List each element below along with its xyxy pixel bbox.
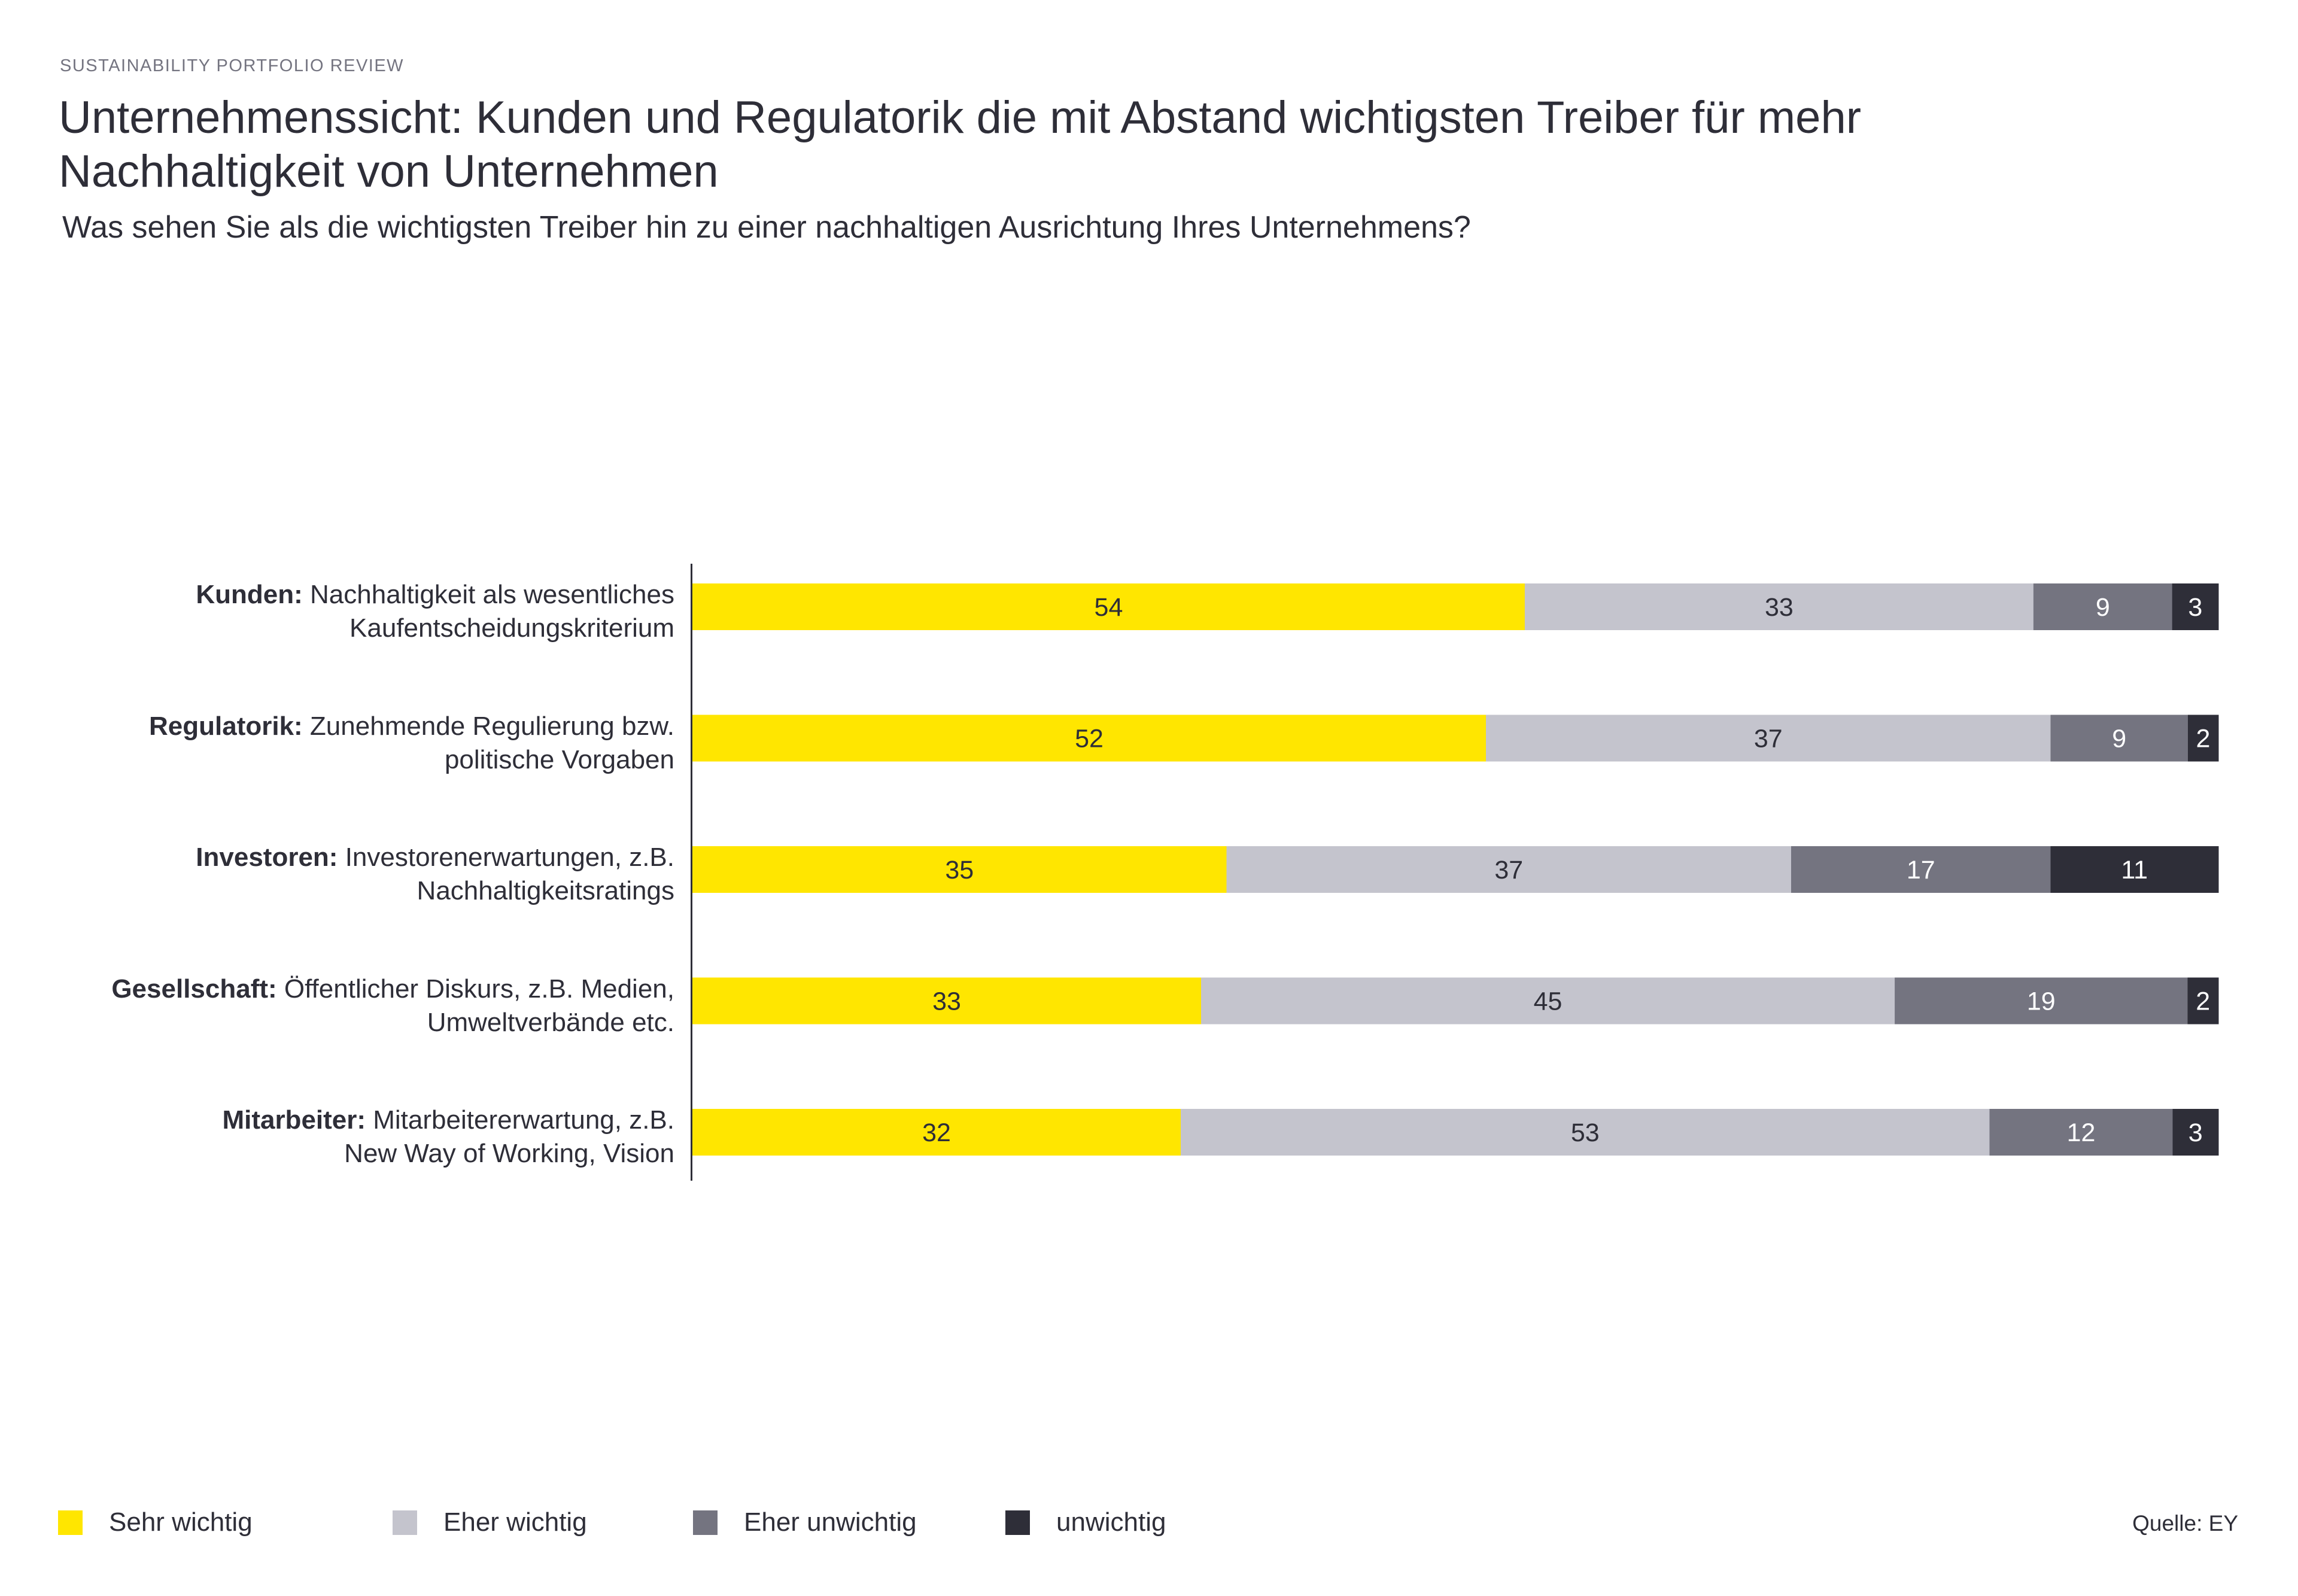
legend-swatch <box>58 1510 83 1535</box>
legend-swatch <box>1005 1510 1030 1535</box>
data-label: 12 <box>2067 1118 2096 1147</box>
bar-segment <box>692 846 1227 893</box>
category-label: Investoren: Investorenerwartungen, z.B. N… <box>16 841 674 908</box>
data-label: 35 <box>945 856 974 884</box>
bar-segment <box>1181 1109 1990 1156</box>
legend-label: Sehr wichtig <box>109 1507 253 1537</box>
data-label: 37 <box>1494 856 1523 884</box>
category-name: Investoren: <box>196 843 338 872</box>
bar-segment <box>1486 715 2051 762</box>
bar-row: 54 33 9 3 <box>692 583 2219 630</box>
data-label: 45 <box>1534 987 1563 1016</box>
bar-row: 32 53 12 3 <box>692 1109 2219 1156</box>
legend-item: Eher wichtig <box>393 1507 587 1538</box>
category-label-line1: Mitarbeiter: Mitarbeitererwartung, z.B. <box>16 1103 674 1137</box>
bar-row: 52 37 9 2 <box>692 715 2219 762</box>
data-label: 32 <box>922 1118 951 1147</box>
category-label: Kunden: Nachhaltigkeit als wesentliches K… <box>16 578 674 645</box>
data-label: 37 <box>1754 725 1783 753</box>
category-description: Mitarbeitererwartung, z.B. <box>366 1105 674 1135</box>
category-label: Mitarbeiter: Mitarbeitererwartung, z.B. N… <box>16 1103 674 1171</box>
category-label-line2: Kaufentscheidungskriterium <box>349 613 674 643</box>
bar-row: 35 37 17 11 <box>692 846 2219 893</box>
legend-item: Eher unwichtig <box>693 1507 917 1538</box>
category-label-line2: Nachhaltigkeitsratings <box>417 876 674 905</box>
category-name: Regulatorik: <box>149 711 303 741</box>
legend-item: unwichtig <box>1005 1507 1166 1538</box>
data-label: 11 <box>2121 856 2148 884</box>
category-name: Kunden: <box>196 580 303 609</box>
bar-row: 33 45 19 2 <box>692 977 2219 1025</box>
bar-segment <box>692 583 1525 630</box>
category-label-line2: politische Vorgaben <box>444 744 674 774</box>
bar-segment <box>2172 583 2219 630</box>
data-label: 2 <box>2196 725 2211 753</box>
category-description: Zunehmende Regulierung bzw. <box>302 711 674 741</box>
data-label: 33 <box>1765 593 1794 622</box>
bar-segment <box>2188 715 2219 762</box>
data-label: 52 <box>1075 725 1104 753</box>
bar-segment <box>2187 977 2219 1025</box>
bar-segment <box>1201 977 1895 1025</box>
chart-subtitle: Was sehen Sie als die wichtigsten Treibe… <box>62 210 1471 245</box>
bar-segment <box>692 715 1487 762</box>
source-note: Quelle: EY <box>2132 1511 2238 1536</box>
bar-segment <box>2050 846 2219 893</box>
data-label: 3 <box>2188 1118 2203 1147</box>
bar-segment <box>692 1109 1181 1156</box>
data-label: 17 <box>1907 856 1935 884</box>
category-label-line1: Gesellschaft: Öffentlicher Diskurs, z.B.… <box>16 972 674 1006</box>
bar-segment <box>2033 583 2173 630</box>
data-label: 2 <box>2196 987 2210 1016</box>
chart-title: Unternehmenssicht: Kunden und Regulatori… <box>59 92 1862 197</box>
category-description: Nachhaltigkeit als wesentliches <box>302 580 674 609</box>
y-axis-line <box>691 564 692 1181</box>
bar-segment <box>1791 846 2051 893</box>
legend-swatch <box>393 1510 417 1535</box>
data-label: 54 <box>1095 593 1123 622</box>
eyebrow-label: SUSTAINABILITY PORTFOLIO REVIEW <box>60 56 405 75</box>
category-name: Gesellschaft: <box>111 974 277 1004</box>
bar-segment <box>1895 977 2188 1025</box>
bar-segment <box>1226 846 1792 893</box>
category-label-line1: Kunden: Nachhaltigkeit als wesentliches <box>16 578 674 612</box>
data-label: 9 <box>2112 725 2126 753</box>
category-label: Regulatorik: Zunehmende Regulierung bzw.… <box>16 710 674 777</box>
category-label-line1: Regulatorik: Zunehmende Regulierung bzw. <box>16 710 674 743</box>
category-description: Öffentlicher Diskurs, z.B. Medien, <box>276 974 674 1004</box>
category-description: Investorenerwartungen, z.B. <box>338 843 674 872</box>
data-label: 33 <box>932 987 961 1016</box>
legend-label: unwichtig <box>1056 1507 1166 1537</box>
bar-segment <box>692 977 1202 1025</box>
data-label: 9 <box>2096 593 2110 622</box>
bar-segment <box>2050 715 2188 762</box>
legend-label: Eher unwichtig <box>744 1507 917 1537</box>
data-label: 53 <box>1571 1118 1600 1147</box>
bar-segment <box>1524 583 2034 630</box>
bar-segment <box>1989 1109 2173 1156</box>
category-label-line2: Umweltverbände etc. <box>427 1007 674 1037</box>
data-label: 3 <box>2188 593 2202 622</box>
legend-swatch <box>693 1510 718 1535</box>
category-label: Gesellschaft: Öffentlicher Diskurs, z.B.… <box>16 972 674 1039</box>
category-label-line1: Investoren: Investorenerwartungen, z.B. <box>16 841 674 874</box>
bar-segment <box>2172 1109 2219 1156</box>
legend-item: Sehr wichtig <box>58 1507 253 1538</box>
category-label-line2: New Way of Working, Vision <box>344 1139 674 1168</box>
legend-label: Eher wichtig <box>443 1507 587 1537</box>
category-name: Mitarbeiter: <box>222 1105 366 1135</box>
data-label: 19 <box>2027 987 2056 1016</box>
